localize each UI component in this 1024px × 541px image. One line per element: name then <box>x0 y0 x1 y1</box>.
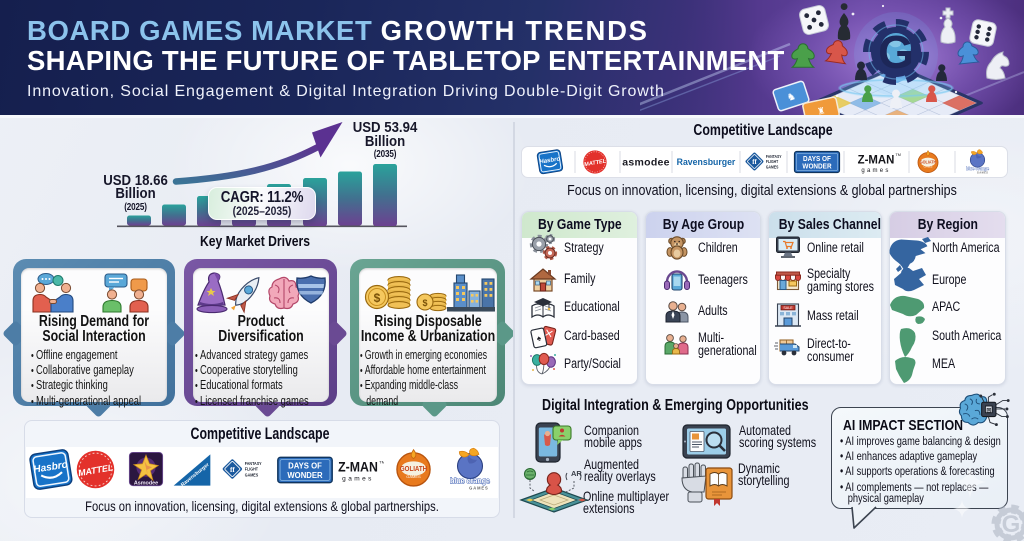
svg-text:SALE: SALE <box>783 306 793 310</box>
svg-text:asmodee: asmodee <box>622 156 670 168</box>
svg-text:AR: AR <box>571 469 582 478</box>
svg-text:回: 回 <box>986 407 991 414</box>
svg-text:G: G <box>878 26 914 78</box>
svg-text:Ravensburger: Ravensburger <box>677 156 736 166</box>
svg-text:♠: ♠ <box>536 333 543 343</box>
svg-text:G: G <box>1002 511 1021 538</box>
svg-text:♜: ♜ <box>816 105 826 115</box>
svg-text:♞: ♞ <box>785 91 797 104</box>
